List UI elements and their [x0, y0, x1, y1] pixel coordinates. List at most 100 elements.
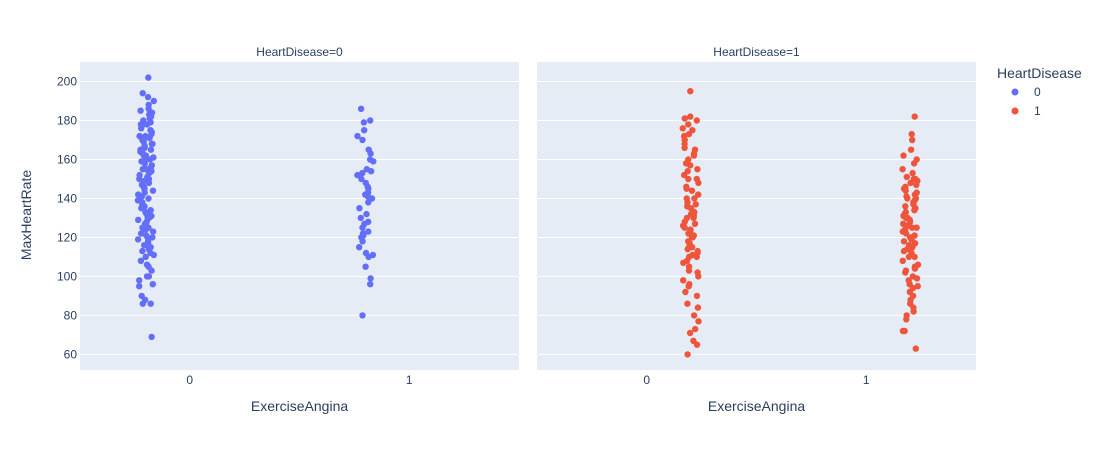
data-point[interactable] [684, 300, 691, 307]
data-point[interactable] [136, 175, 143, 183]
data-point[interactable] [695, 273, 702, 280]
data-point[interactable] [147, 207, 154, 214]
data-point[interactable] [694, 166, 701, 173]
data-point[interactable] [149, 187, 157, 194]
data-point[interactable] [695, 318, 702, 325]
data-point[interactable] [691, 220, 699, 227]
data-point[interactable] [679, 125, 686, 132]
data-point[interactable] [359, 224, 366, 231]
data-point[interactable] [913, 181, 920, 188]
data-point[interactable] [907, 179, 914, 187]
data-point[interactable] [685, 283, 692, 290]
data-point[interactable] [139, 300, 146, 307]
data-point[interactable] [681, 115, 688, 122]
data-point[interactable] [367, 117, 374, 124]
data-point[interactable] [138, 125, 145, 132]
data-point[interactable] [144, 93, 152, 101]
data-point[interactable] [913, 224, 920, 231]
data-point[interactable] [147, 300, 154, 307]
data-point[interactable] [684, 245, 691, 253]
data-point[interactable] [691, 195, 698, 202]
data-point[interactable] [680, 277, 687, 284]
data-point[interactable] [680, 259, 687, 266]
data-point[interactable] [900, 238, 908, 245]
data-point[interactable] [902, 203, 909, 210]
data-point[interactable] [687, 88, 694, 95]
data-point[interactable] [150, 251, 157, 259]
data-point[interactable] [145, 273, 153, 280]
data-point[interactable] [134, 236, 142, 243]
data-point[interactable] [367, 275, 374, 282]
data-point[interactable] [900, 152, 907, 159]
data-point[interactable] [901, 327, 908, 335]
data-point[interactable] [148, 333, 155, 341]
data-point[interactable] [143, 121, 151, 128]
data-point[interactable] [135, 216, 142, 224]
data-point[interactable] [910, 160, 918, 167]
data-point[interactable] [903, 173, 910, 181]
data-point[interactable] [146, 134, 153, 142]
data-point[interactable] [367, 168, 375, 175]
data-point[interactable] [360, 119, 368, 126]
data-point[interactable] [692, 325, 699, 333]
data-point[interactable] [137, 230, 145, 237]
data-point[interactable] [903, 316, 910, 323]
data-point[interactable] [912, 345, 919, 352]
data-point[interactable] [362, 263, 369, 270]
data-point[interactable] [687, 162, 694, 169]
data-point[interactable] [903, 230, 910, 237]
data-point[interactable] [686, 329, 694, 337]
data-point[interactable] [139, 247, 146, 255]
data-point[interactable] [911, 265, 919, 272]
data-point[interactable] [146, 156, 154, 163]
data-point[interactable] [370, 158, 377, 165]
data-point[interactable] [694, 304, 702, 311]
data-point[interactable] [908, 244, 916, 251]
data-point[interactable] [899, 166, 906, 173]
data-point[interactable] [367, 281, 374, 288]
data-point[interactable] [693, 341, 701, 348]
data-point[interactable] [365, 253, 372, 261]
data-point[interactable] [907, 146, 915, 153]
data-point[interactable] [137, 257, 145, 264]
data-point[interactable] [681, 171, 688, 179]
data-point[interactable] [141, 160, 148, 167]
data-point[interactable] [690, 312, 698, 319]
data-point[interactable] [902, 187, 909, 194]
data-point[interactable] [359, 136, 366, 144]
data-point[interactable] [354, 171, 361, 179]
data-point[interactable] [356, 205, 363, 212]
data-point[interactable] [693, 292, 701, 300]
data-point[interactable] [690, 152, 698, 159]
legend[interactable]: HeartDisease 0 1 [997, 65, 1082, 118]
data-point[interactable] [911, 113, 918, 120]
data-point[interactable] [367, 150, 374, 157]
data-point[interactable] [136, 277, 143, 284]
data-point[interactable] [142, 226, 149, 233]
data-point[interactable] [693, 117, 700, 124]
data-point[interactable] [361, 127, 368, 134]
data-point[interactable] [148, 267, 155, 274]
data-point[interactable] [358, 175, 365, 183]
data-point[interactable] [145, 195, 152, 202]
data-point[interactable] [149, 281, 156, 288]
data-point[interactable] [149, 228, 157, 235]
data-point[interactable] [911, 253, 918, 261]
legend-item-1[interactable]: 1 [1011, 104, 1042, 118]
data-point[interactable] [365, 228, 372, 235]
data-point[interactable] [359, 312, 366, 319]
data-point[interactable] [148, 140, 155, 148]
data-point[interactable] [150, 97, 157, 105]
data-point[interactable] [149, 234, 156, 241]
data-point[interactable] [685, 121, 692, 128]
data-point[interactable] [356, 244, 363, 251]
data-point[interactable] [693, 253, 700, 261]
data-point[interactable] [681, 224, 688, 231]
data-point[interactable] [695, 179, 702, 187]
data-point[interactable] [905, 253, 913, 261]
data-point[interactable] [687, 113, 694, 120]
data-point[interactable] [147, 146, 155, 153]
data-point[interactable] [363, 210, 370, 218]
data-point[interactable] [141, 242, 148, 249]
data-point[interactable] [908, 130, 915, 138]
